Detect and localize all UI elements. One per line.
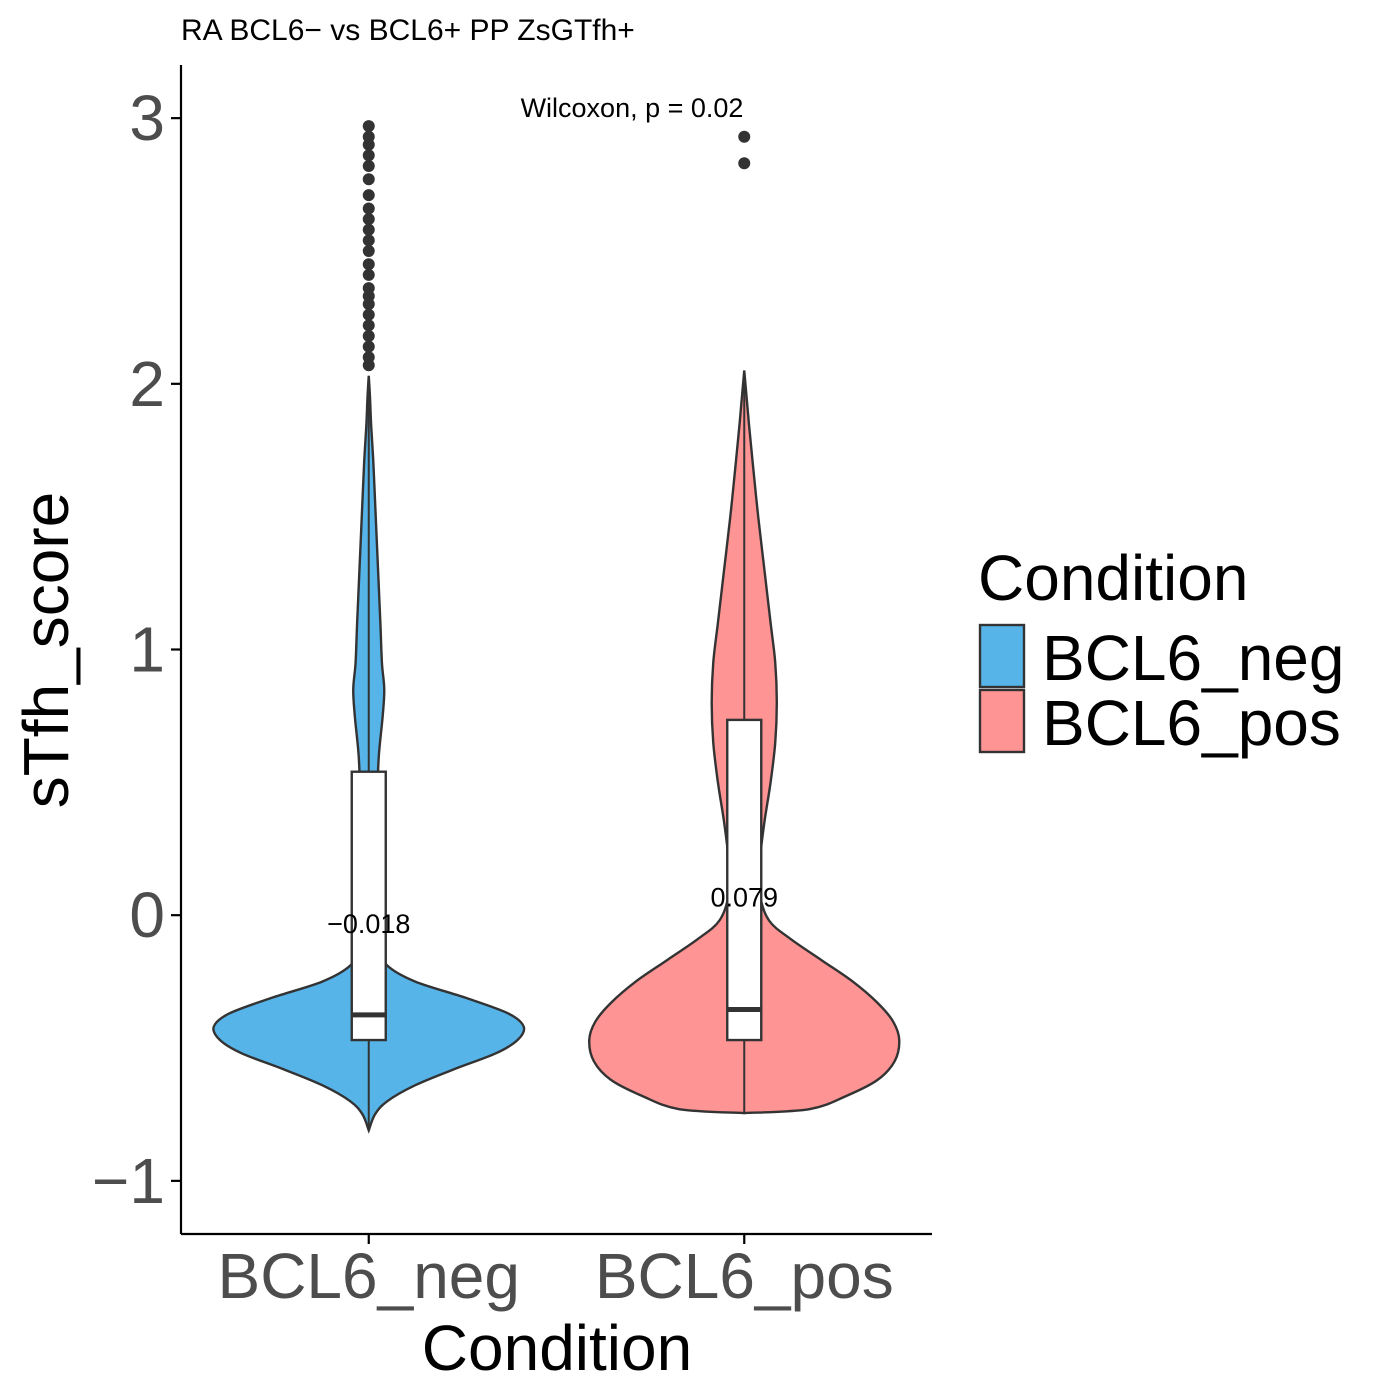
plot-area: −0.018 0.079 <box>212 120 901 1134</box>
outlier-point <box>362 282 375 295</box>
outlier-point <box>362 244 375 257</box>
mean-label: −0.018 <box>327 909 410 939</box>
box-BCL6_neg <box>350 770 387 1042</box>
outlier-point <box>362 268 375 281</box>
x-tick-label: BCL6_neg <box>218 1240 520 1312</box>
legend-label: BCL6_neg <box>1042 622 1344 694</box>
outlier-point <box>362 340 375 353</box>
outlier-point <box>738 157 751 170</box>
outlier-point <box>362 234 375 247</box>
y-tick-label: −1 <box>92 1145 165 1217</box>
legend-swatch-BCL6_neg <box>978 623 1026 689</box>
x-tick-label: BCL6_pos <box>595 1240 894 1312</box>
outlier-point <box>362 202 375 215</box>
y-axis-title: sTfh_score <box>10 492 82 809</box>
outlier-point <box>362 189 375 202</box>
outlier-point <box>362 173 375 186</box>
x-axis-title: Condition <box>422 1312 692 1384</box>
y-tick-label: 3 <box>129 82 165 154</box>
outlier-point <box>362 149 375 162</box>
outlier-point <box>738 130 751 143</box>
x-ticks: BCL6_neg BCL6_pos <box>218 1234 894 1312</box>
y-tick-label: 0 <box>129 879 165 951</box>
outlier-point <box>362 308 375 321</box>
outlier-point <box>362 258 375 271</box>
outlier-point <box>362 223 375 236</box>
outlier-point <box>362 130 375 143</box>
legend-swatch-BCL6_pos <box>978 688 1026 754</box>
outlier-point <box>362 351 375 364</box>
y-ticks: −1 0 1 2 3 <box>92 82 181 1217</box>
chart-title: RA BCL6− vs BCL6+ PP ZsGTfh+ <box>181 14 635 47</box>
y-tick-label: 2 <box>129 348 165 420</box>
outlier-point <box>362 213 375 226</box>
mean-label: 0.079 <box>710 883 778 913</box>
y-tick-label: 1 <box>129 614 165 686</box>
outlier-point <box>362 319 375 332</box>
outlier-point <box>362 120 375 133</box>
legend-label: BCL6_pos <box>1042 687 1341 759</box>
outlier-point <box>362 329 375 342</box>
legend-title: Condition <box>978 542 1248 614</box>
wilcoxon-test-label: Wilcoxon, p = 0.02 <box>521 93 744 123</box>
box-BCL6_pos <box>726 718 763 1042</box>
outlier-point <box>362 159 375 172</box>
